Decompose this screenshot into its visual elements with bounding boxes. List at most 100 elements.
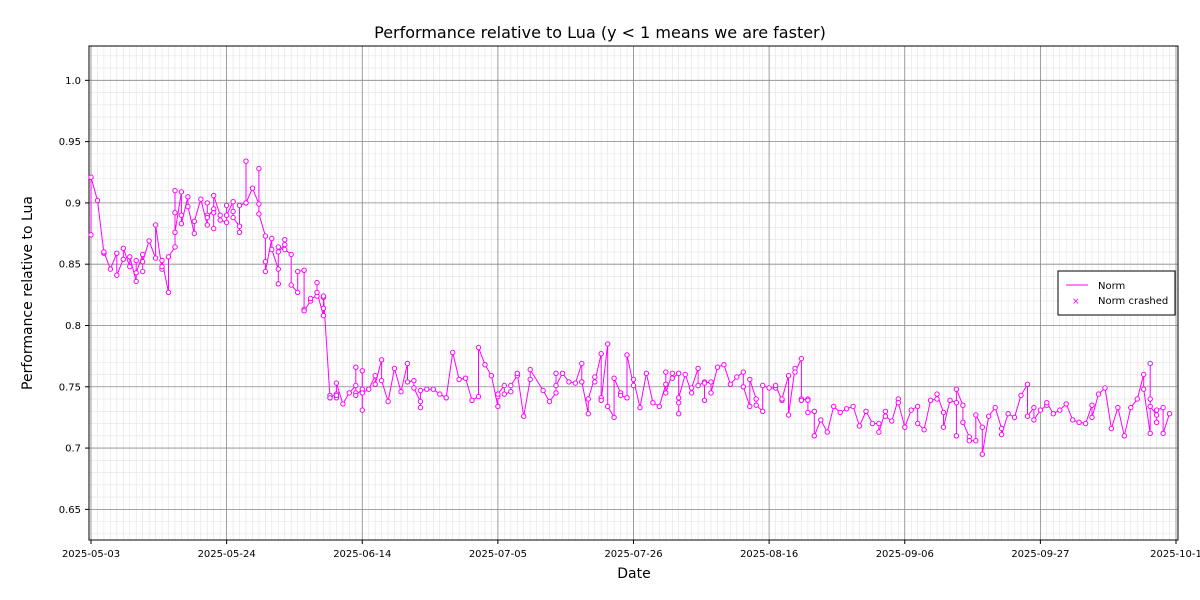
- data-point: [1070, 417, 1076, 423]
- data-point: [256, 165, 262, 172]
- data-point: [243, 200, 249, 206]
- x-tick-label: 2025-07-26: [604, 549, 662, 560]
- data-point: [185, 203, 191, 210]
- data-point: [811, 408, 817, 414]
- data-point: [895, 400, 901, 406]
- data-point: [1134, 396, 1141, 402]
- data-point: [411, 377, 417, 384]
- x-tick-label: 2025-05-03: [62, 549, 120, 560]
- data-point: [889, 418, 895, 424]
- data-point: [546, 398, 553, 405]
- data-point: [863, 408, 869, 414]
- data-point: [1153, 419, 1160, 425]
- data-point: [650, 400, 656, 406]
- data-point: [236, 229, 243, 236]
- data-point: [708, 390, 714, 396]
- data-point: [960, 402, 966, 408]
- data-point: [521, 413, 527, 419]
- y-axis-label: Performance relative to Lua: [20, 196, 36, 390]
- data-point: [1147, 430, 1153, 437]
- data-point: [211, 210, 217, 216]
- y-tick-label: 0.75: [59, 382, 81, 393]
- data-point: [204, 200, 211, 206]
- data-point: [1018, 392, 1024, 399]
- x-tick-label: 2025-09-06: [876, 549, 934, 560]
- data-point: [236, 223, 243, 229]
- data-point: [953, 386, 960, 392]
- data-point: [1050, 411, 1057, 417]
- data-point: [146, 238, 152, 244]
- data-point: [682, 371, 688, 378]
- data-point: [611, 375, 617, 381]
- data-point: [133, 278, 139, 285]
- data-point: [430, 386, 436, 392]
- data-point: [714, 364, 721, 370]
- data-point: [753, 396, 759, 402]
- y-axis-ticks: 0.65 0.7 0.75 0.8 0.85 0.9 0.95 1.0: [59, 76, 89, 516]
- data-point: [1031, 417, 1037, 423]
- data-point: [282, 237, 288, 243]
- data-point: [307, 295, 314, 302]
- data-point: [275, 244, 281, 250]
- data-point: [417, 387, 424, 394]
- data-point: [779, 396, 785, 402]
- data-point: [282, 246, 288, 253]
- data-point: [301, 308, 307, 314]
- data-point: [417, 404, 424, 411]
- data-point: [818, 417, 824, 423]
- data-point: [882, 408, 889, 414]
- data-point: [921, 427, 927, 433]
- series-line-norm: [90, 161, 1170, 455]
- data-point: [269, 235, 275, 242]
- data-point: [236, 202, 243, 209]
- data-point: [663, 369, 669, 375]
- data-point: [527, 366, 533, 373]
- data-point: [346, 390, 352, 396]
- data-point: [1024, 413, 1031, 419]
- data-point: [1160, 404, 1166, 411]
- data-point: [165, 254, 172, 260]
- data-point: [107, 266, 114, 272]
- data-point: [165, 289, 172, 296]
- data-point: [320, 293, 327, 299]
- data-point: [701, 397, 708, 403]
- data-point: [340, 401, 346, 407]
- data-point: [88, 232, 94, 238]
- data-point: [223, 202, 230, 209]
- data-point: [592, 374, 598, 380]
- data-point: [915, 420, 921, 427]
- data-point: [372, 381, 378, 387]
- data-point: [676, 400, 682, 406]
- legend-box: [1057, 270, 1176, 316]
- data-point: [876, 420, 882, 427]
- data-point: [366, 386, 372, 392]
- data-point: [256, 201, 262, 207]
- data-point: [198, 196, 204, 202]
- data-point: [740, 369, 746, 375]
- data-point: [217, 212, 223, 218]
- data-point: [359, 368, 365, 374]
- data-point: [411, 385, 417, 391]
- data-point: [527, 376, 533, 383]
- data-point: [1095, 391, 1102, 397]
- data-point: [695, 382, 701, 389]
- data-point: [701, 380, 708, 386]
- data-point: [404, 360, 411, 367]
- data-point: [811, 433, 817, 439]
- y-tick-label: 0.7: [65, 444, 81, 455]
- data-point: [798, 355, 805, 362]
- y-tick-label: 0.65: [59, 505, 81, 516]
- data-point: [973, 438, 979, 444]
- data-point: [559, 370, 566, 376]
- data-point: [114, 272, 120, 278]
- data-point: [178, 221, 185, 227]
- data-point: [747, 403, 753, 410]
- data-point: [1024, 381, 1031, 387]
- data-point: [882, 413, 889, 419]
- data-point: [172, 229, 178, 236]
- data-point: [262, 259, 269, 265]
- data-point: [314, 279, 320, 286]
- data-point: [1089, 414, 1095, 421]
- data-point: [605, 341, 611, 347]
- data-point: [495, 403, 501, 410]
